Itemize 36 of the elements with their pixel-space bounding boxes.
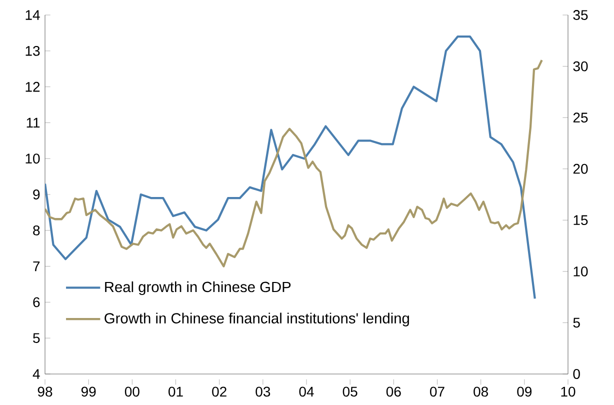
- x-tick-label: 04: [299, 386, 314, 397]
- y-tick-label: 12: [26, 82, 40, 92]
- line-series: [45, 35, 536, 300]
- y2-tick-label: 20: [573, 164, 588, 174]
- y-tick-label: 7: [33, 262, 40, 272]
- x-tick-label: 99: [81, 386, 96, 397]
- x-tick-label: 07: [430, 386, 444, 397]
- y2-tick-label: 30: [573, 61, 588, 72]
- x-tick-label: 06: [386, 386, 401, 397]
- x-tick-label: 05: [342, 386, 358, 397]
- x-tick-label: 10: [561, 386, 576, 397]
- x-tick-label: 03: [256, 386, 270, 397]
- line-series: [45, 59, 543, 268]
- legend-label: Growth in Chinese financial institutions' lending: [104, 312, 409, 326]
- x-tick-label: 01: [168, 386, 183, 397]
- y2-tick-label: 0: [573, 369, 580, 379]
- x-tick-label: 08: [474, 386, 488, 397]
- y2-tick-label: 35: [573, 10, 588, 20]
- y2-tick-label: 25: [573, 112, 588, 123]
- y2-tick-label: 5: [573, 318, 580, 328]
- x-tick-label: 98: [38, 386, 52, 397]
- y-tick-label: 14: [26, 10, 40, 20]
- x-tick-label: 00: [124, 386, 140, 397]
- y-tick-label: 10: [26, 154, 40, 164]
- y2-tick-label: 15: [574, 215, 588, 226]
- y-tick-label: 4: [32, 369, 40, 379]
- y2-tick-label: 10: [574, 266, 588, 276]
- y-tick-label: 9: [33, 190, 40, 200]
- y-tick-label: 5: [33, 333, 40, 343]
- y-tick-label: 8: [33, 225, 40, 236]
- y-tick-label: 11: [26, 118, 40, 128]
- y-tick-label: 13: [26, 46, 40, 56]
- x-tick-label: 02: [212, 386, 226, 397]
- legend-label: Real growth in Chinese GDP: [105, 281, 291, 296]
- x-tick-label: 09: [517, 386, 532, 397]
- y-tick-label: 6: [33, 297, 40, 308]
